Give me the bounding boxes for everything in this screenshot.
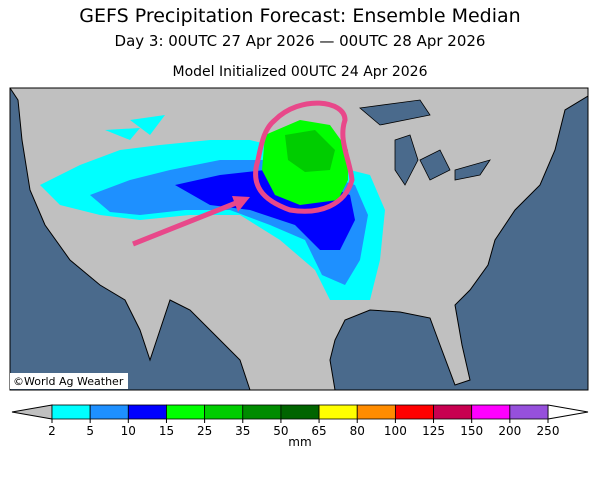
precip-north — [45, 115, 165, 195]
color-bin — [433, 404, 473, 420]
under-triangle — [11, 404, 53, 420]
great-lakes — [359, 99, 491, 186]
title: GEFS Precipitation Forecast: Ensemble Me… — [79, 5, 520, 27]
tick-label: 125 — [422, 424, 445, 438]
tick-label: 35 — [235, 424, 250, 438]
precip-25 — [285, 130, 335, 172]
tick-label: 15 — [159, 424, 174, 438]
color-bin — [204, 404, 244, 420]
over-triangle — [547, 404, 589, 420]
credit-box — [10, 373, 128, 389]
tick-label: 10 — [121, 424, 136, 438]
color-bin — [166, 404, 206, 420]
tick-label: 250 — [537, 424, 560, 438]
color-bin — [394, 404, 434, 420]
highlight-loop — [253, 100, 355, 214]
highlight-arrow — [132, 200, 237, 247]
tick-label: 25 — [197, 424, 212, 438]
map: ©World Ag Weather — [9, 87, 589, 391]
unit: mm — [288, 435, 311, 449]
color-bin — [242, 404, 282, 420]
color-bin — [509, 404, 549, 420]
tick-label: 5 — [86, 424, 94, 438]
color-bin — [471, 404, 511, 420]
color-bin — [318, 404, 358, 420]
credit: ©World Ag Weather — [13, 375, 124, 388]
color-bin — [51, 404, 91, 420]
color-bin — [280, 404, 320, 420]
subtitle: Day 3: 00UTC 27 Apr 2026 — 00UTC 28 Apr … — [115, 32, 486, 50]
tick-label: 200 — [498, 424, 521, 438]
tick-label: 150 — [460, 424, 483, 438]
color-bin — [127, 404, 167, 420]
color-bin — [356, 404, 396, 420]
tick-label: 2 — [48, 424, 56, 438]
tick-label: 65 — [311, 424, 326, 438]
tick-label: 80 — [350, 424, 365, 438]
color-bin — [89, 404, 129, 420]
tick-label: 100 — [384, 424, 407, 438]
colorbar: 2 5 10 15 25 35 50 65 80 100 125 150 200 250 — [11, 404, 589, 438]
map-frame — [9, 87, 589, 391]
tick-label: 50 — [273, 424, 288, 438]
init-time: Model Initialized 00UTC 24 Apr 2026 — [173, 64, 428, 80]
arrow-head — [232, 196, 250, 212]
